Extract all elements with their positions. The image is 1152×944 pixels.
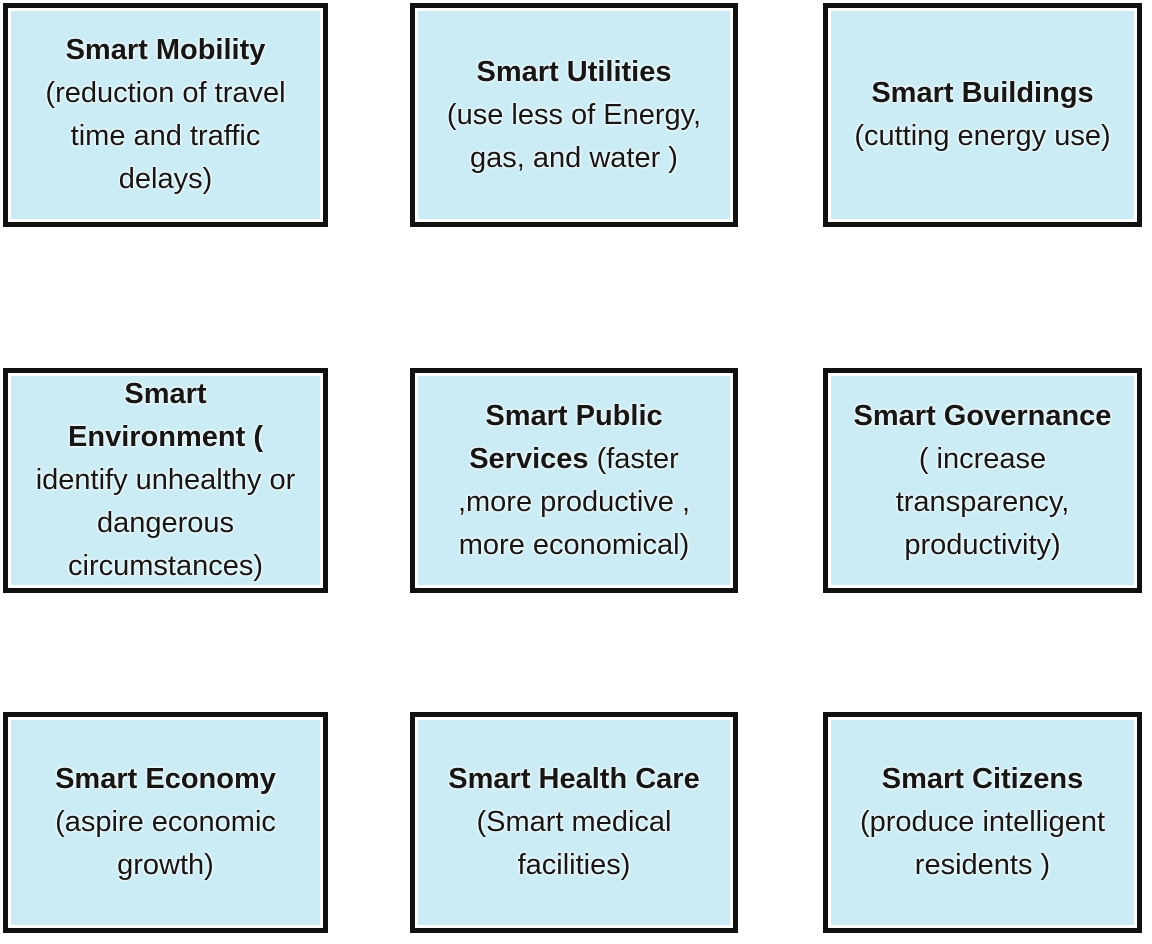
text-line: delays) [113,158,219,201]
card-description-text: (use less of Energy, [446,98,702,131]
text-line: Smart Citizens [876,758,1089,801]
text-line: Smart Utilities [471,51,678,94]
card-description-text: ( increase [918,442,1047,475]
card-smart-buildings: Smart Buildings (cutting energy use) [823,3,1142,227]
text-line: circumstances) [62,545,269,588]
card-title-text: Smart Governance [853,399,1112,432]
card-description-text: dangerous [96,507,235,539]
card-title-text: Smart Public [485,399,663,432]
card-description-text: more economical) [458,528,690,561]
text-line: residents ) [909,844,1056,887]
card-smart-governance: Smart Governance ( increase transparency… [823,368,1142,593]
card-title-text: Services [469,442,597,475]
text-line: facilities) [512,844,637,887]
card-smart-environment: Smart Environment ( identify unhealthy o… [3,368,328,593]
card-smart-public-services: Smart Public Services (faster ,more prod… [410,368,738,593]
card-smart-health-care: Smart Health Care (Smart medical facilit… [410,712,738,933]
card-description-text: (reduction of travel [45,77,286,109]
card-description-text: time and traffic [70,120,261,152]
card-title-text: Smart Citizens [881,763,1084,795]
text-line: Smart Health Care [442,758,705,801]
card-title-text: Smart Health Care [448,763,700,795]
card-title-text: Smart Economy [55,763,276,795]
text-line: (use less of Energy, [441,94,707,137]
text-line: ( increase [913,438,1052,481]
text-line: transparency, [890,481,1076,524]
card-title-text: Smart Buildings [871,77,1094,109]
card-description-text: transparency, [895,485,1070,518]
text-line: Services (faster [463,438,685,481]
text-line: Smart [118,373,212,416]
card-smart-utilities: Smart Utilities (use less of Energy, gas… [410,3,738,227]
card-title-text: Smart Mobility [65,34,266,66]
card-description-text: productivity) [904,528,1061,561]
card-smart-citizens: Smart Citizens (produce intelligent resi… [823,712,1142,933]
text-line: (Smart medical [471,801,678,844]
text-line: more economical) [453,524,695,567]
text-line: Smart Mobility [60,29,272,72]
text-line: growth) [111,844,220,887]
card-description-text: (produce intelligent [859,806,1106,838]
card-title-text: Smart [124,378,207,410]
card-description-text: identify unhealthy or [35,464,296,496]
card-description-text: residents ) [914,849,1051,881]
text-line: (reduction of travel [39,72,291,115]
card-description-text: (aspire economic [55,806,276,838]
card-description-text: delays) [118,163,213,195]
text-line: Smart Public [479,395,668,438]
card-title-text: Smart Utilities [476,55,672,88]
card-description-text: gas, and water ) [470,141,678,174]
card-description-text: (Smart medical [476,806,672,838]
card-description-text: facilities) [517,849,631,881]
text-line: Smart Governance [848,395,1118,438]
card-description-text: (faster [596,442,679,475]
text-line: Smart Economy [49,758,282,801]
card-smart-economy: Smart Economy (aspire economic growth) [3,712,328,933]
text-line: (produce intelligent [854,801,1111,844]
text-line: dangerous [91,502,240,545]
text-line: Smart Buildings [865,72,1099,115]
card-description-text: ,more productive , [457,485,691,518]
text-line: time and traffic [65,115,267,158]
text-line: gas, and water ) [464,137,684,180]
card-description-text: growth) [117,849,214,881]
text-line: identify unhealthy or [30,459,302,502]
card-description-text: circumstances) [68,550,263,582]
card-description-text: (cutting energy use) [854,120,1111,152]
text-line: productivity) [898,524,1066,567]
text-line: Environment ( [62,416,269,459]
text-line: ,more productive , [452,481,696,524]
text-line: (aspire economic [49,801,282,844]
card-smart-mobility: Smart Mobility (reduction of travel time… [3,3,328,227]
text-line: (cutting energy use) [848,115,1116,158]
card-title-text: Environment ( [68,421,263,453]
